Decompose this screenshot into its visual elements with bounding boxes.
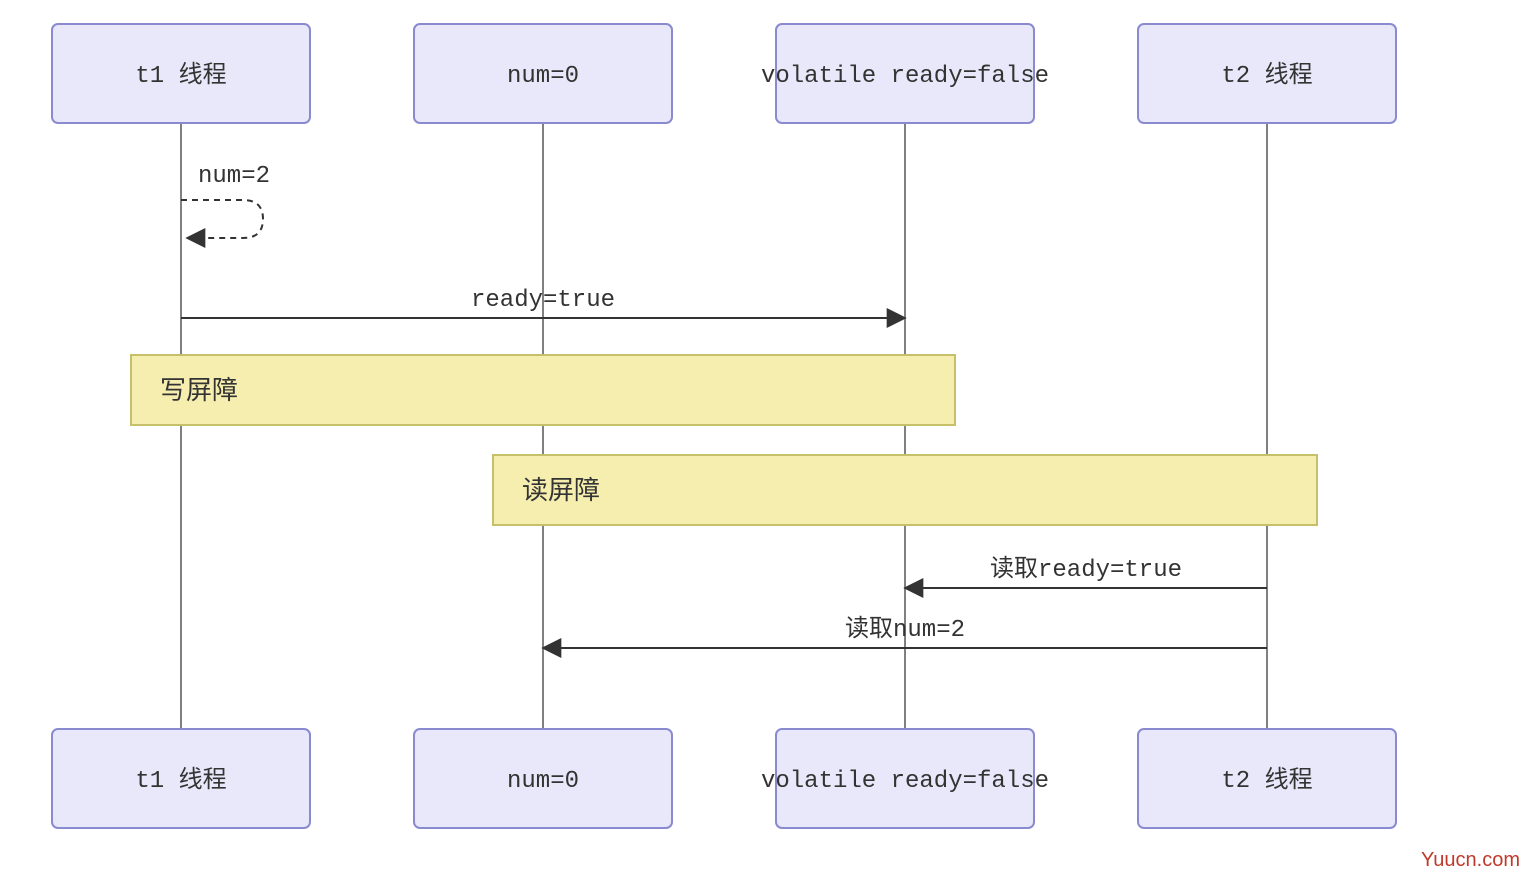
message-label-2: 读取num=2 xyxy=(845,615,965,644)
barrier-label-1: 读屏障 xyxy=(522,476,600,507)
participant-label-num: num=0 xyxy=(507,768,579,795)
participant-label-t1: t1 线程 xyxy=(135,766,226,795)
participant-label-num: num=0 xyxy=(507,63,579,90)
participant-label-ready: volatile ready=false xyxy=(761,63,1049,90)
barrier-box-0 xyxy=(131,355,955,425)
participant-label-t2: t2 线程 xyxy=(1221,61,1312,90)
barrier-box-1 xyxy=(493,455,1317,525)
sequence-diagram: 写屏障读屏障 num=2 ready=true 读取ready=true 读取num=… xyxy=(0,0,1532,886)
participant-label-ready: volatile ready=false xyxy=(761,768,1049,795)
self-message-label: num=2 xyxy=(198,163,270,190)
barrier-label-0: 写屏障 xyxy=(160,376,238,407)
participant-label-t1: t1 线程 xyxy=(135,61,226,90)
message-label-1: 读取ready=true xyxy=(990,555,1182,584)
watermark-text: Yuucn.com xyxy=(1421,849,1520,872)
self-message-arrow xyxy=(181,200,263,238)
message-label-0: ready=true xyxy=(471,287,615,314)
participant-label-t2: t2 线程 xyxy=(1221,766,1312,795)
